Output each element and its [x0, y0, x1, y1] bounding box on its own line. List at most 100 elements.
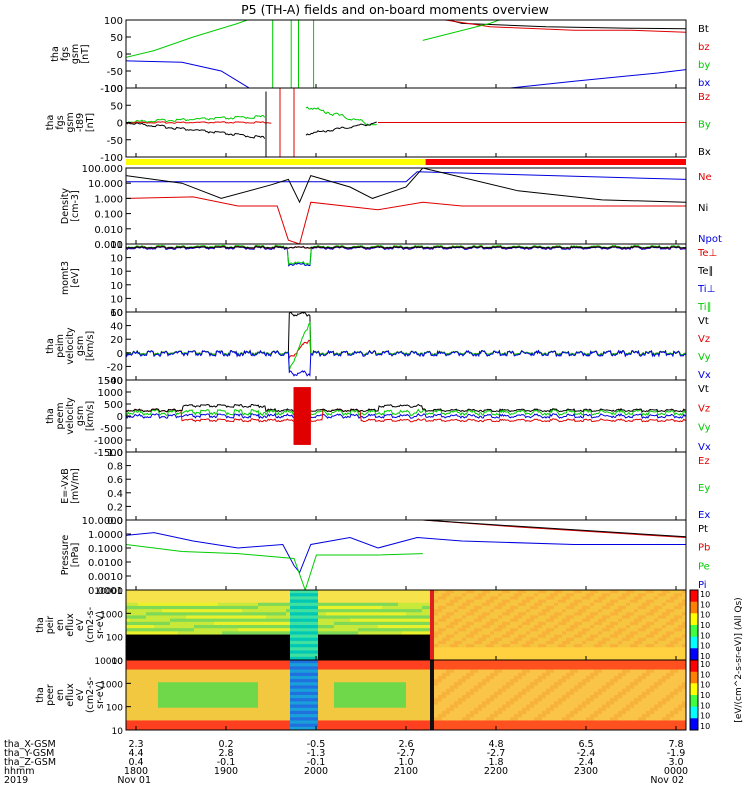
heat-cell	[510, 621, 515, 626]
heat-cell	[214, 593, 219, 597]
heat-cell	[134, 599, 139, 604]
heat-cell	[634, 599, 639, 604]
heat-cell	[214, 660, 219, 664]
heat-cell	[634, 612, 639, 617]
heat-cell	[474, 644, 479, 648]
heat-cell	[338, 628, 343, 632]
heat-cell	[318, 707, 323, 712]
heat-cell	[582, 637, 587, 642]
heat-cell	[406, 685, 411, 690]
heat-cell	[182, 644, 187, 648]
heat-cell	[518, 618, 523, 623]
heat-cell	[526, 590, 531, 594]
heat-cell	[254, 621, 259, 626]
heat-cell	[378, 618, 383, 623]
heat-cell	[550, 647, 555, 652]
heat-cell	[394, 599, 399, 604]
heat-cell	[458, 653, 463, 658]
heat-cell	[462, 647, 467, 652]
heat-cell	[238, 647, 243, 652]
heat-cell	[506, 593, 511, 597]
heat-cell	[154, 609, 159, 613]
heat-cell	[250, 656, 255, 660]
heat-cell	[478, 653, 483, 658]
heat-cell	[186, 691, 191, 696]
ytick-label: 50	[110, 33, 123, 44]
heat-cell	[162, 704, 167, 709]
heat-cell	[170, 602, 175, 607]
heat-cell	[290, 599, 295, 604]
heat-cell	[194, 663, 199, 667]
heat-cell	[334, 656, 339, 660]
heat-cell	[198, 672, 203, 677]
heat-cell	[582, 599, 587, 604]
heat-cell	[406, 679, 411, 683]
heat-cell	[334, 602, 339, 607]
heat-cell	[230, 660, 235, 664]
heat-cell	[622, 599, 627, 604]
heat-cell	[194, 660, 199, 664]
heat-cell	[454, 647, 459, 652]
heat-cell	[406, 726, 411, 730]
heat-cell	[286, 660, 291, 664]
heat-cell	[142, 663, 147, 667]
heat-cell	[254, 609, 259, 613]
heat-cell	[194, 656, 199, 660]
heat-cell	[150, 653, 155, 658]
heat-cell	[350, 675, 355, 680]
heat-cell	[182, 672, 187, 677]
heat-cell	[162, 669, 167, 674]
heat-cell	[194, 602, 199, 607]
heat-cell	[426, 653, 431, 658]
heat-cell	[250, 726, 255, 730]
heat-cell	[138, 605, 143, 610]
legend-Npot: Npot	[698, 234, 722, 245]
heat-cell	[390, 625, 395, 629]
heat-cell	[282, 644, 287, 648]
heat-cell	[450, 656, 455, 660]
heat-cell	[258, 688, 263, 693]
heat-cell	[274, 707, 279, 712]
heat-cell	[138, 615, 143, 620]
heat-cell	[538, 593, 543, 597]
heat-cell	[394, 726, 399, 730]
heat-cell	[382, 656, 387, 660]
heat-cell	[426, 634, 431, 639]
heat-cell	[358, 609, 363, 613]
heat-cell	[254, 640, 259, 645]
heat-cell	[194, 717, 199, 722]
heat-cell	[618, 625, 623, 629]
heat-cell	[442, 590, 447, 594]
heat-cell	[230, 590, 235, 594]
heat-cell	[242, 621, 247, 626]
heat-cell	[166, 679, 171, 683]
heat-cell	[242, 666, 247, 671]
heat-cell	[414, 679, 419, 683]
heat-cell	[254, 714, 259, 718]
heat-cell	[530, 647, 535, 652]
heat-cell	[358, 605, 363, 610]
heat-cell	[362, 698, 367, 702]
heat-cell	[490, 628, 495, 632]
heat-cell	[442, 653, 447, 658]
heat-cell	[230, 723, 235, 728]
heat-cell	[138, 701, 143, 706]
heat-cell	[318, 647, 323, 652]
heat-cell	[346, 701, 351, 706]
heat-cell	[490, 612, 495, 617]
heat-cell	[186, 672, 191, 677]
heat-cell	[278, 701, 283, 706]
heat-cell	[462, 593, 467, 597]
heat-cell	[682, 615, 686, 620]
heat-cell	[266, 688, 271, 693]
heat-cell	[542, 640, 547, 645]
heat-cell	[410, 599, 415, 604]
heat-cell	[338, 682, 343, 687]
heat-cell	[242, 723, 247, 728]
heat-cell	[218, 593, 223, 597]
heat-cell	[638, 612, 643, 617]
heat-cell	[458, 644, 463, 648]
heat-cell	[522, 590, 527, 594]
heat-cell	[522, 628, 527, 632]
